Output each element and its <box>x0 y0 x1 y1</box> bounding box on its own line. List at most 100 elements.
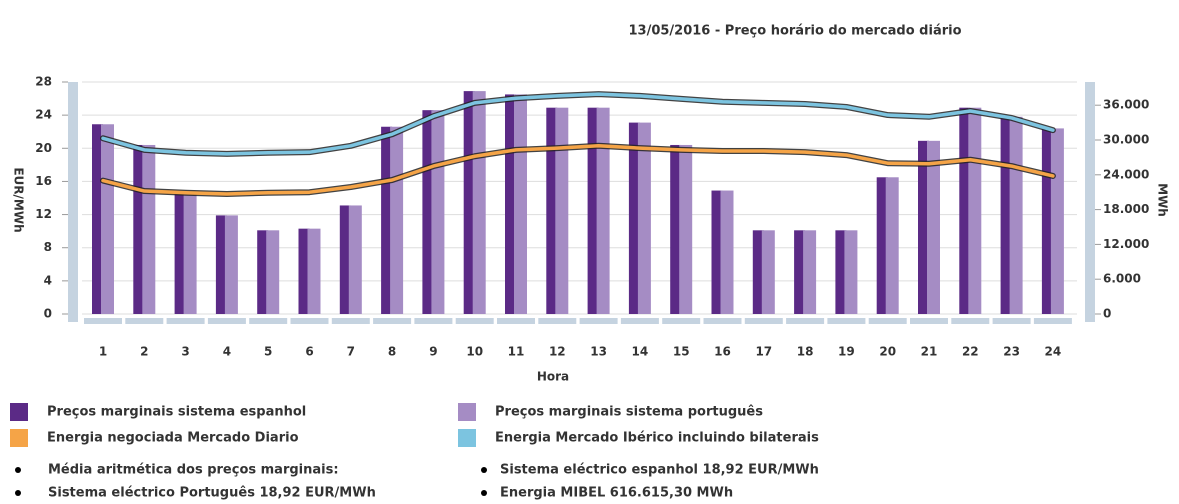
legend-label: Preços marginais sistema português <box>495 405 763 420</box>
bar <box>390 126 404 314</box>
x-axis-segment <box>331 318 370 324</box>
x-tick-label: 15 <box>673 345 690 359</box>
line <box>101 144 1055 196</box>
x-tick-label: 9 <box>429 345 437 359</box>
y-tick-label: 4 <box>44 273 52 287</box>
bar <box>835 230 847 314</box>
bar <box>183 193 197 314</box>
bar <box>720 190 734 314</box>
bar <box>174 193 186 314</box>
bar <box>794 230 806 314</box>
y-tick-label: 12 <box>35 207 52 221</box>
x-tick-label: 20 <box>879 345 896 359</box>
x-axis-segment <box>290 318 329 324</box>
y-axis-label: EUR/MWh <box>12 167 26 232</box>
x-axis-segment <box>951 318 990 324</box>
y-tick-label: 24 <box>35 108 52 122</box>
bar <box>752 230 764 314</box>
x-tick-label: 19 <box>838 345 855 359</box>
x-tick-label: 23 <box>1003 345 1020 359</box>
legend-swatch <box>458 429 476 447</box>
x-tick-label: 1 <box>99 345 107 359</box>
x-axis-segment <box>166 318 205 324</box>
bar <box>844 230 858 314</box>
bar <box>679 144 693 314</box>
x-axis-segment <box>910 318 948 324</box>
x-axis-segment <box>703 318 742 324</box>
x-axis-segment <box>868 318 907 324</box>
x-tick-label: 3 <box>181 345 189 359</box>
bar <box>555 107 569 314</box>
bar <box>876 177 888 314</box>
notes: Média aritmética dos preços marginais: S… <box>15 463 819 501</box>
y2-tick-label: 6.000 <box>1103 272 1141 286</box>
bar <box>711 190 723 314</box>
x-tick-label: 17 <box>755 345 772 359</box>
x-tick-label: 2 <box>140 345 148 359</box>
bar <box>959 107 971 314</box>
x-tick-label: 22 <box>962 345 979 359</box>
bar <box>298 228 310 314</box>
bar <box>339 205 351 314</box>
bar <box>92 124 103 314</box>
y-tick-label: 0 <box>44 307 52 321</box>
y2-axis-bar <box>1085 82 1095 322</box>
bar <box>215 215 227 314</box>
x-tick-label: 7 <box>347 345 355 359</box>
bullet <box>481 490 487 496</box>
y-tick-label: 8 <box>44 240 52 254</box>
bullet <box>481 467 487 473</box>
bar <box>514 94 527 314</box>
x-tick-label: 13 <box>590 345 607 359</box>
y2-tick-label: 36.000 <box>1103 98 1149 112</box>
x-axis-segment <box>744 318 783 324</box>
x-axis-segment <box>455 318 494 324</box>
bar <box>266 230 280 314</box>
x-tick-label: 8 <box>388 345 396 359</box>
bar <box>1041 128 1053 314</box>
bar <box>101 124 114 314</box>
x-tick-label: 16 <box>714 345 731 359</box>
y-tick-label: 16 <box>35 174 52 188</box>
y2-tick-label: 24.000 <box>1103 167 1149 181</box>
note: Energia MIBEL 616.615,30 MWh <box>500 486 733 501</box>
legend-label: Energia negociada Mercado Diario <box>47 431 299 446</box>
bar <box>422 110 434 315</box>
x-tick-label: 5 <box>264 345 272 359</box>
y2-tick-label: 30.000 <box>1103 133 1149 147</box>
x-axis-segment <box>414 318 453 324</box>
bar <box>257 230 269 314</box>
bar <box>628 122 640 314</box>
x-axis-segment <box>373 318 412 324</box>
bar <box>637 122 651 314</box>
bar <box>472 91 486 314</box>
x-tick-label: 21 <box>921 345 938 359</box>
x-axis-segment <box>662 318 701 324</box>
bar <box>142 144 156 314</box>
bar <box>670 144 682 314</box>
x-tick-label: 4 <box>223 345 231 359</box>
y2-tick-label: 12.000 <box>1103 237 1149 251</box>
x-axis-segment <box>125 318 164 324</box>
bar <box>968 107 982 314</box>
bar <box>761 230 775 314</box>
legend-label: Preços marginais sistema espanhol <box>47 405 306 420</box>
legend-label: Energia Mercado Ibérico incluindo bilate… <box>495 431 819 446</box>
bar <box>431 110 445 315</box>
x-tick-label: 11 <box>508 345 525 359</box>
bar <box>1000 116 1012 314</box>
x-axis-segment <box>497 318 535 324</box>
note: Sistema eléctrico espanhol 18,92 EUR/MWh <box>500 463 819 478</box>
bar <box>381 126 393 314</box>
x-axis-segment <box>249 318 288 324</box>
bar <box>885 177 899 314</box>
legend-swatch <box>10 429 28 447</box>
x-axis-label: Hora <box>537 370 569 384</box>
x-axis-segment <box>84 318 122 324</box>
x-tick-label: 6 <box>305 345 313 359</box>
y2-axis-label: MWh <box>1156 183 1170 217</box>
line <box>101 92 1055 156</box>
bar <box>1009 116 1023 314</box>
note: Média aritmética dos preços marginais: <box>48 463 339 478</box>
